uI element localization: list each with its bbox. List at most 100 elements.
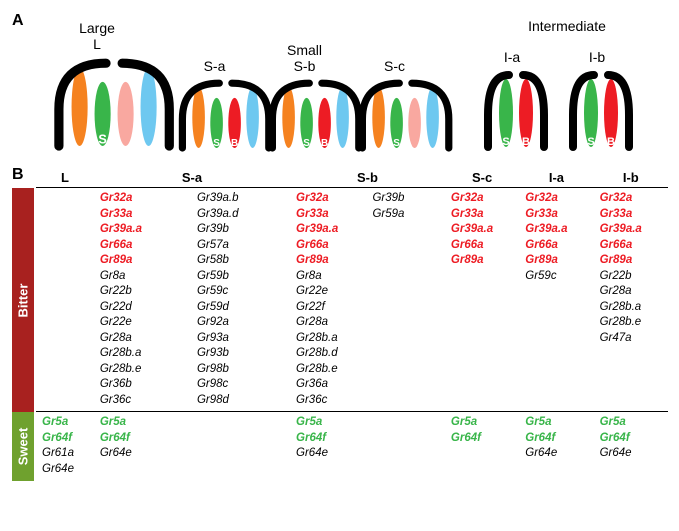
sweet-cell: Gr5aGr64fGr64e <box>594 412 668 481</box>
neuron-letter: S <box>393 138 400 149</box>
gene: Gr64f <box>100 431 284 447</box>
gene: Gr28b.e <box>600 315 662 331</box>
neuron-letter: B <box>522 136 530 148</box>
sensillum-svg: SB <box>482 67 550 152</box>
gene: Gr28b.e <box>100 362 187 378</box>
gene: Gr32a <box>451 191 513 207</box>
gene: Gr64f <box>296 431 439 447</box>
panel-b-label: B <box>12 166 24 184</box>
gene: Gr61a <box>42 446 88 462</box>
gene: Gr59b <box>197 269 284 285</box>
gene: Gr66a <box>525 238 587 254</box>
neuron-letter: B <box>321 138 328 149</box>
gene: Gr33a <box>296 207 362 223</box>
neuron <box>408 97 421 147</box>
neuron-letter: B <box>607 136 615 148</box>
sweet-cell: Gr5aGr64fGr61aGr64e <box>36 412 94 481</box>
sensillum-svg: SB <box>177 76 274 153</box>
gene: Gr32a <box>100 191 187 207</box>
gene: Gr64e <box>42 462 88 478</box>
col-header: S-c <box>445 168 519 188</box>
neuron <box>372 86 385 147</box>
gene: Gr32a <box>296 191 362 207</box>
bitter-cell: Gr32aGr33aGr39a.aGr66aGr89aGr8aGr22bGr22… <box>94 188 290 412</box>
neuron <box>426 86 439 147</box>
table-header-row: LS-aS-bS-cI-aI-b <box>36 168 668 188</box>
neuron <box>72 68 88 146</box>
sensillum-code: I-a <box>482 49 542 65</box>
panel-a: A IntermediateLargeLSS-aSBSmallS-bSBS-cS… <box>12 12 667 162</box>
gene: Gr64f <box>525 431 587 447</box>
gene: Gr5a <box>451 415 513 431</box>
gene: Gr89a <box>100 253 187 269</box>
sensillum-svg: SB <box>567 67 635 152</box>
gene: Gr39a.d <box>197 207 284 223</box>
gene: Gr5a <box>100 415 284 431</box>
gene: Gr64e <box>100 446 284 462</box>
gene: Gr57a <box>197 238 284 254</box>
gene: Gr66a <box>600 238 662 254</box>
gene: Gr28b.d <box>296 346 362 362</box>
sensillum-S-a: S-aSB <box>177 58 252 153</box>
sensillum-L: LargeLS <box>52 20 142 152</box>
sweet-row: Gr5aGr64fGr61aGr64eGr5aGr64fGr64eGr5aGr6… <box>36 412 668 481</box>
sweet-cell: Gr5aGr64f <box>445 412 519 481</box>
gene: Gr59a <box>372 207 438 223</box>
gene: Gr64e <box>296 446 439 462</box>
gene: Gr32a <box>525 191 587 207</box>
sensillum-I-a: I-aSB <box>482 49 542 152</box>
bitter-cell: Gr32aGr33aGr39a.aGr66aGr89a <box>445 188 519 412</box>
bitter-side-label: Bitter <box>12 188 34 412</box>
gene: Gr32a <box>600 191 662 207</box>
gene: Gr36a <box>296 377 362 393</box>
gene: Gr93a <box>197 331 284 347</box>
sensillum-I-b: I-bSB <box>567 49 627 152</box>
neuron <box>192 86 205 147</box>
gene: Gr66a <box>100 238 187 254</box>
gene: Gr92a <box>197 315 284 331</box>
sweet-cell: Gr5aGr64fGr64e <box>519 412 593 481</box>
sensillum-title: Large <box>52 20 142 36</box>
col-header: S-b <box>290 168 445 188</box>
sensillum-title: Small <box>267 42 342 58</box>
gene: Gr36c <box>296 393 362 409</box>
gene: Gr8a <box>100 269 187 285</box>
gene: Gr28b.a <box>296 331 362 347</box>
gene: Gr66a <box>296 238 362 254</box>
bitter-cell: Gr32aGr33aGr39a.aGr66aGr89aGr22bGr28aGr2… <box>594 188 668 412</box>
sensillum-S-c: S-cS <box>357 58 432 153</box>
gene: Gr59c <box>197 284 284 300</box>
gene: Gr64f <box>600 431 662 447</box>
gene: Gr22e <box>100 315 187 331</box>
sensillum-code: I-b <box>567 49 627 65</box>
gene: Gr39a.a <box>100 222 187 238</box>
col-header: L <box>36 168 94 188</box>
gene: Gr64f <box>42 431 88 447</box>
bitter-row: Gr32aGr33aGr39a.aGr66aGr89aGr8aGr22bGr22… <box>36 188 668 412</box>
sweet-side-label: Sweet <box>12 412 34 481</box>
sensillum-S-b: SmallS-bSB <box>267 42 342 153</box>
gene: Gr28a <box>600 284 662 300</box>
bitter-cell <box>36 188 94 412</box>
gene: Gr39a.b <box>197 191 284 207</box>
gene: Gr28a <box>100 331 187 347</box>
neuron <box>141 68 157 146</box>
gene: Gr89a <box>525 253 587 269</box>
gene: Gr5a <box>525 415 587 431</box>
gene: Gr59d <box>197 300 284 316</box>
gene: Gr89a <box>451 253 513 269</box>
gene: Gr66a <box>451 238 513 254</box>
gene: Gr36c <box>100 393 187 409</box>
neuron <box>336 86 349 147</box>
gene: Gr28a <box>296 315 362 331</box>
sensillum-code: L <box>52 36 142 52</box>
gene: Gr22d <box>100 300 187 316</box>
sensillum-svg: S <box>357 76 454 153</box>
gene: Gr33a <box>451 207 513 223</box>
gene: Gr98c <box>197 377 284 393</box>
panel-a-label: A <box>12 12 24 30</box>
gene: Gr64e <box>525 446 587 462</box>
bitter-cell: Gr32aGr33aGr39a.aGr66aGr89aGr59c <box>519 188 593 412</box>
gene: Gr89a <box>600 253 662 269</box>
gene: Gr5a <box>600 415 662 431</box>
